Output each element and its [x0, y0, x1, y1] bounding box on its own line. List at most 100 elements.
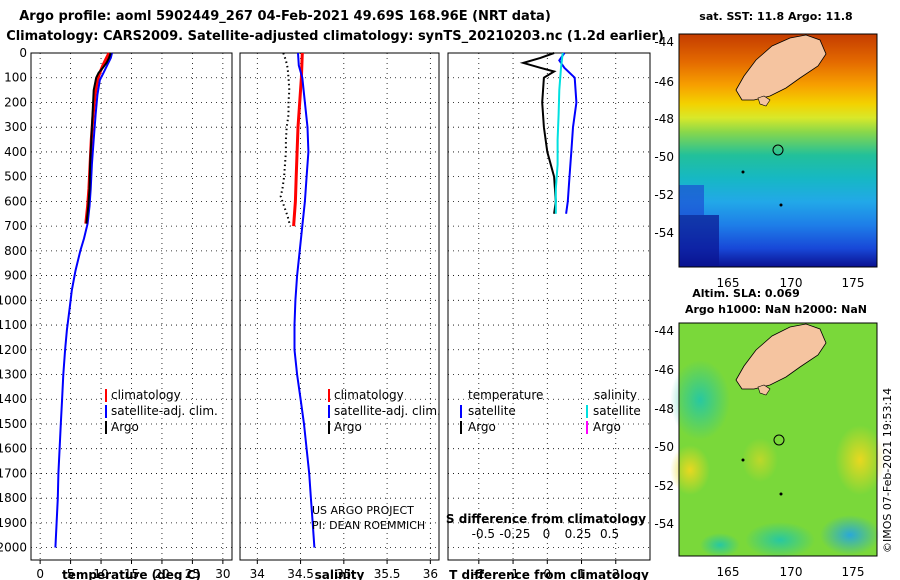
depth-tick-label: 1200 [0, 343, 27, 357]
x-tick-label: 25 [185, 567, 200, 580]
x-axis-label: temperature (deg C) [62, 568, 201, 580]
x-tick-label: 34 [250, 567, 265, 580]
s-tick-label: -0.5 [472, 527, 495, 541]
sla-map [670, 322, 885, 558]
series-line-t-satellite [558, 52, 578, 214]
depth-tick-label: 100 [4, 71, 27, 85]
sla-small-island [757, 384, 771, 396]
depth-tick-label: 1000 [0, 293, 27, 307]
s-tick-label: 0.5 [600, 527, 619, 541]
x-tick-label: 36 [423, 567, 438, 580]
x-tick-label: 1 [578, 567, 586, 580]
x-tick-label: 0 [36, 567, 44, 580]
sla-blob [835, 425, 885, 495]
depth-tick-label: 1900 [0, 516, 27, 530]
s-axis-label: S difference from climatology [446, 512, 646, 526]
sst-argo-marker [772, 144, 784, 156]
depth-tick-label: 700 [4, 219, 27, 233]
depth-tick-label: 0 [19, 46, 27, 60]
depth-tick-label: 500 [4, 170, 27, 184]
sst-islet-1 [741, 170, 745, 174]
sst-cold-patch [679, 215, 719, 267]
x-tick-label: 10 [93, 567, 108, 580]
sla-xtick: 170 [780, 565, 803, 579]
depth-tick-label: 800 [4, 244, 27, 258]
depth-tick-label: 200 [4, 95, 27, 109]
sst-xtick: 165 [717, 276, 740, 290]
sst-xtick: 175 [842, 276, 865, 290]
legend-label-s-satellite: satellite [593, 404, 641, 418]
legend-label-s-argo: Argo [593, 420, 621, 434]
credit-line1: US ARGO PROJECT [312, 504, 414, 517]
x-axis-label: T difference from climatology [449, 568, 649, 580]
depth-tick-label: 1600 [0, 442, 27, 456]
x-tick-label: 15 [124, 567, 139, 580]
s-tick-label: 0 [543, 527, 551, 541]
sla-blob [670, 360, 730, 440]
depth-tick-label: 900 [4, 269, 27, 283]
sla-ytick: -52 [654, 479, 674, 493]
legend-label-argo: Argo [334, 420, 362, 434]
depth-tick-label: 600 [4, 194, 27, 208]
x-tick-label: -1 [507, 567, 519, 580]
x-tick-label: 30 [215, 567, 230, 580]
salinity-panel: 34 34.5 35 35.5 36 salinity [239, 52, 440, 580]
sst-map-ticks: -44 -46 -48 -50 -52 -54 165 170 175 [654, 35, 864, 290]
sla-ytick: -50 [654, 440, 674, 454]
sla-map-title-line1: Altim. SLA: 0.069 [692, 287, 799, 300]
sla-blob [742, 438, 778, 482]
sla-ytick: -44 [654, 324, 674, 338]
sla-islet-2 [779, 492, 783, 496]
legend-header-salinity: salinity [594, 388, 637, 402]
sla-xtick: 165 [717, 565, 740, 579]
sst-ytick: -50 [654, 150, 674, 164]
series-line-argo [85, 52, 112, 224]
sla-ytick: -48 [654, 402, 674, 416]
x-tick-label: 35.5 [374, 567, 401, 580]
legend-label-climatology: climatology [334, 388, 404, 402]
sst-map-title: sat. SST: 11.8 Argo: 11.8 [699, 10, 852, 23]
legend-header-temperature: temperature [468, 388, 543, 402]
depth-tick-label: 1400 [0, 392, 27, 406]
sst-ytick: -44 [654, 35, 674, 49]
sst-ytick: -54 [654, 226, 674, 240]
depth-tick-label: 1300 [0, 368, 27, 382]
depth-tick-label: 1800 [0, 491, 27, 505]
series-line-t-argo [519, 52, 557, 214]
depth-tick-label: 300 [4, 120, 27, 134]
depth-tick-label: 1100 [0, 318, 27, 332]
x-tick-label: 20 [154, 567, 169, 580]
plot-frame [447, 52, 651, 561]
difference-legend: temperature salinity satellite Argo sate… [460, 388, 641, 434]
series-line-satellite-adj-clim- [54, 52, 113, 548]
sla-blob [700, 533, 740, 557]
legend-label-satellite: satellite-adj. clim. [334, 404, 441, 418]
series-line-argo [279, 52, 292, 227]
sst-ytick: -46 [654, 75, 674, 89]
figure-title-line1: Argo profile: aoml 5902449_267 04-Feb-20… [19, 9, 551, 24]
temperature-legend: climatology satellite-adj. clim. Argo [105, 388, 218, 434]
s-tick-label: -0.25 [499, 527, 530, 541]
depth-tick-label: 400 [4, 145, 27, 159]
credit-line2: PI: DEAN ROEMMICH [312, 519, 425, 532]
depth-tick-label: 1500 [0, 417, 27, 431]
imos-watermark: ©IMOS 07-Feb-2021 19:53:14 [881, 388, 894, 553]
salinity-legend: climatology satellite-adj. clim. Argo [328, 388, 441, 434]
series-line-climatology [292, 52, 304, 227]
legend-label-t-argo: Argo [468, 420, 496, 434]
sst-ytick: -52 [654, 188, 674, 202]
x-tick-label: 0 [543, 567, 551, 580]
series-line-s-satellite [554, 52, 564, 214]
legend-label-satellite: satellite-adj. clim. [111, 404, 218, 418]
difference-panel: -2 -1 0 1 2 -0.5 -0.25 0 0.25 0.5S difference fro… [446, 52, 651, 580]
x-tick-label: 35 [336, 567, 351, 580]
sla-blob [820, 515, 880, 555]
sla-ytick: -46 [654, 363, 674, 377]
sla-ytick: -54 [654, 517, 674, 531]
x-tick-label: 2 [612, 567, 620, 580]
x-tick-label: -2 [473, 567, 485, 580]
s-tick-label: 0.25 [565, 527, 592, 541]
plot-frame [239, 52, 440, 561]
depth-tick-label: 1700 [0, 466, 27, 480]
